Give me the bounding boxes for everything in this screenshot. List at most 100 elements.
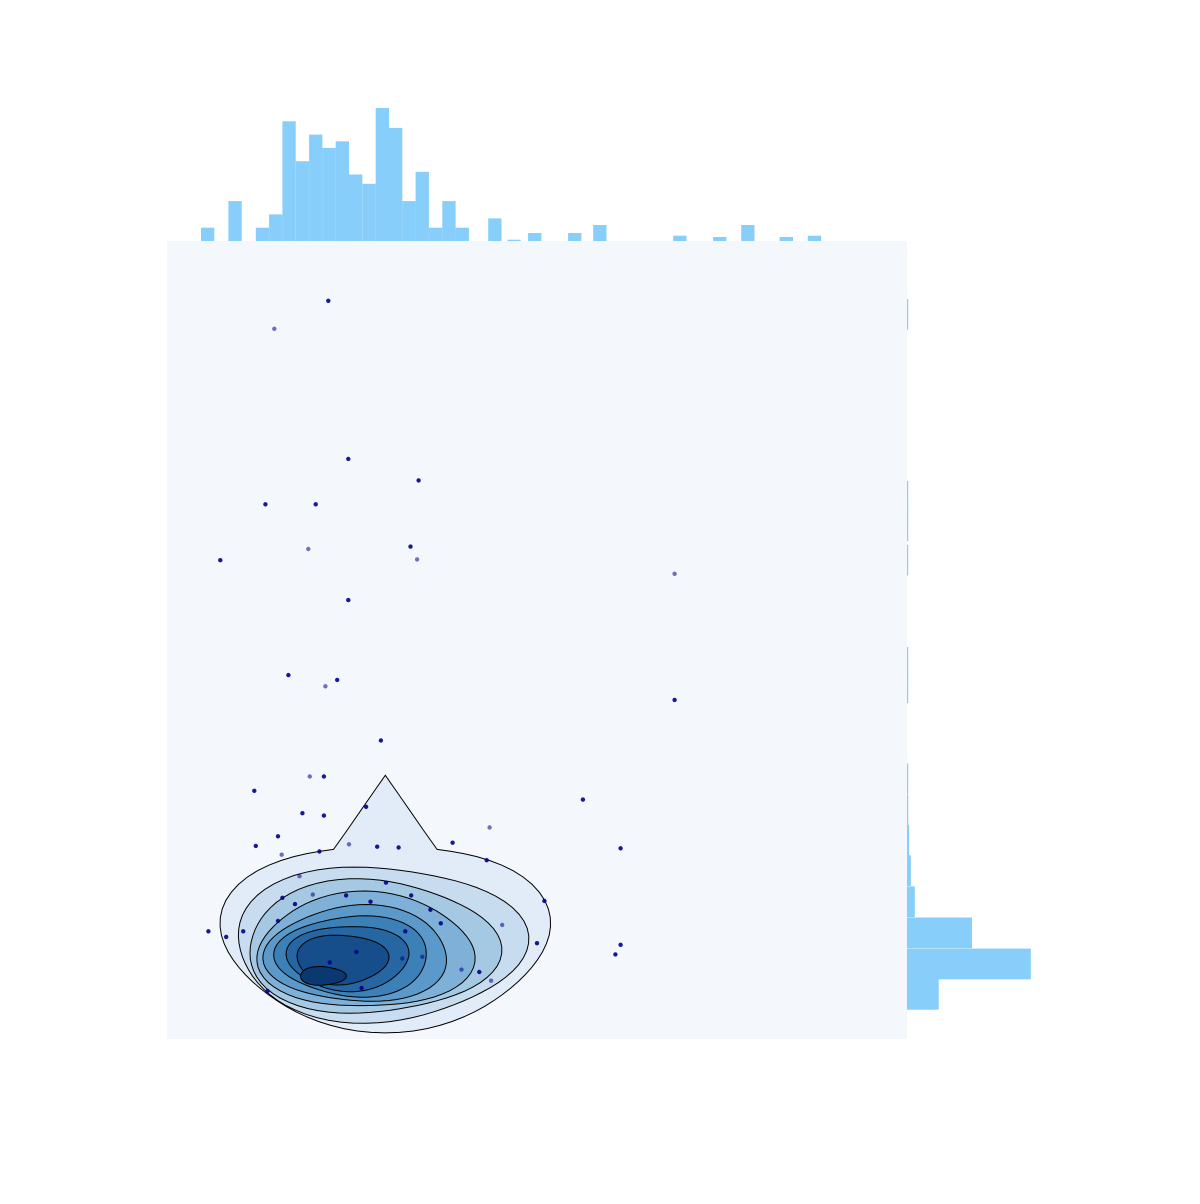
y-hist-bar — [907, 824, 910, 856]
scatter-point — [672, 571, 677, 576]
scatter-point — [346, 456, 351, 462]
y-hist-bar — [907, 979, 939, 1010]
x-hist-bar — [593, 225, 607, 241]
scatter-point — [317, 849, 322, 854]
scatter-point — [580, 797, 586, 802]
x-hist-bar — [255, 227, 270, 241]
x-hist-bar — [322, 147, 336, 241]
scatter-point — [346, 597, 351, 603]
y-hist-bar — [907, 948, 1031, 980]
scatter-point — [346, 842, 352, 847]
y-hist-bar — [907, 855, 911, 886]
y-hist-bar — [907, 299, 909, 330]
y-hist-bar — [907, 544, 909, 576]
y-hist-bar — [907, 794, 909, 826]
scatter-point — [420, 954, 425, 959]
x-hist-bar — [713, 237, 727, 241]
x-hist-bar — [335, 141, 349, 242]
x-hist-bar — [282, 121, 296, 241]
scatter-point — [343, 893, 349, 898]
x-hist-bar — [528, 233, 542, 241]
y-hist-bar — [907, 672, 909, 704]
scatter-point — [618, 846, 623, 851]
scatter-point — [354, 949, 359, 955]
x-hist-bar — [442, 201, 456, 241]
scatter-point — [408, 544, 413, 549]
x-hist-bar — [375, 108, 389, 241]
x-hist-bar — [201, 227, 215, 241]
scatter-point — [378, 738, 384, 743]
x-hist-bar — [455, 227, 469, 241]
scatter-point — [323, 684, 328, 689]
density-level-9 — [300, 966, 347, 986]
scatter-point — [253, 843, 258, 849]
y-hist-bar — [907, 886, 915, 918]
scatter-point — [409, 893, 414, 898]
scatter-point — [280, 895, 285, 900]
scatter-point — [416, 478, 421, 483]
scatter-point — [414, 557, 420, 562]
x-hist-bar — [488, 218, 502, 241]
scatter-point — [613, 952, 618, 957]
scatter-point — [272, 326, 277, 331]
scatter-point — [488, 978, 494, 983]
scatter-point — [321, 813, 327, 818]
scatter-point — [306, 546, 311, 552]
scatter-point — [313, 502, 318, 507]
x-hist-bar — [568, 233, 582, 241]
scatter-point — [206, 929, 211, 934]
scatter-point — [297, 874, 302, 879]
y-hist-bar — [907, 917, 972, 949]
scatter-point — [368, 899, 373, 904]
scatter-point — [275, 918, 281, 924]
scatter-point — [218, 558, 223, 563]
scatter-point — [542, 898, 547, 904]
x-hist-bar — [389, 127, 403, 241]
y-hist-bar — [907, 647, 909, 678]
scatter-point — [477, 969, 482, 975]
x-hist-bar — [362, 183, 376, 241]
density-contours — [219, 774, 552, 1034]
scatter-point — [275, 834, 281, 839]
x-hist-bar — [807, 235, 822, 241]
scatter-point — [292, 901, 298, 907]
scatter-point — [383, 880, 389, 885]
scatter-point — [310, 892, 315, 897]
x-hist-bar — [349, 174, 363, 241]
scatter-point — [375, 844, 380, 849]
y-hist-bar — [907, 481, 909, 512]
scatter-point — [396, 845, 401, 850]
x-hist-bar — [507, 239, 521, 241]
scatter-point — [363, 804, 369, 809]
x-hist-bar — [269, 214, 283, 241]
scatter-point — [484, 858, 489, 863]
y-hist-bar — [907, 510, 909, 542]
x-hist-bar — [309, 134, 323, 241]
y-marginal-histogram — [907, 299, 1031, 1010]
scatter-point — [321, 774, 327, 779]
scatter-point — [438, 921, 443, 926]
x-hist-bar — [228, 201, 242, 241]
x-hist-bar — [295, 161, 310, 241]
scatter-point — [241, 929, 246, 934]
scatter-point — [327, 960, 332, 965]
scatter-point — [326, 298, 331, 303]
scatter-point — [459, 967, 464, 972]
scatter-points — [206, 298, 677, 994]
x-marginal-histogram — [201, 108, 822, 242]
x-hist-bar — [741, 225, 755, 241]
scatter-point — [286, 672, 291, 678]
scatter-point — [428, 907, 433, 912]
scatter-point — [500, 922, 505, 928]
scatter-point — [487, 825, 492, 830]
scatter-point — [279, 852, 284, 857]
scatter-point — [672, 697, 677, 703]
x-hist-bar — [779, 237, 793, 241]
x-hist-bar — [429, 227, 443, 241]
scatter-point — [265, 988, 270, 994]
y-hist-bar — [907, 763, 909, 795]
scatter-point — [300, 811, 305, 816]
scatter-point — [403, 929, 408, 934]
